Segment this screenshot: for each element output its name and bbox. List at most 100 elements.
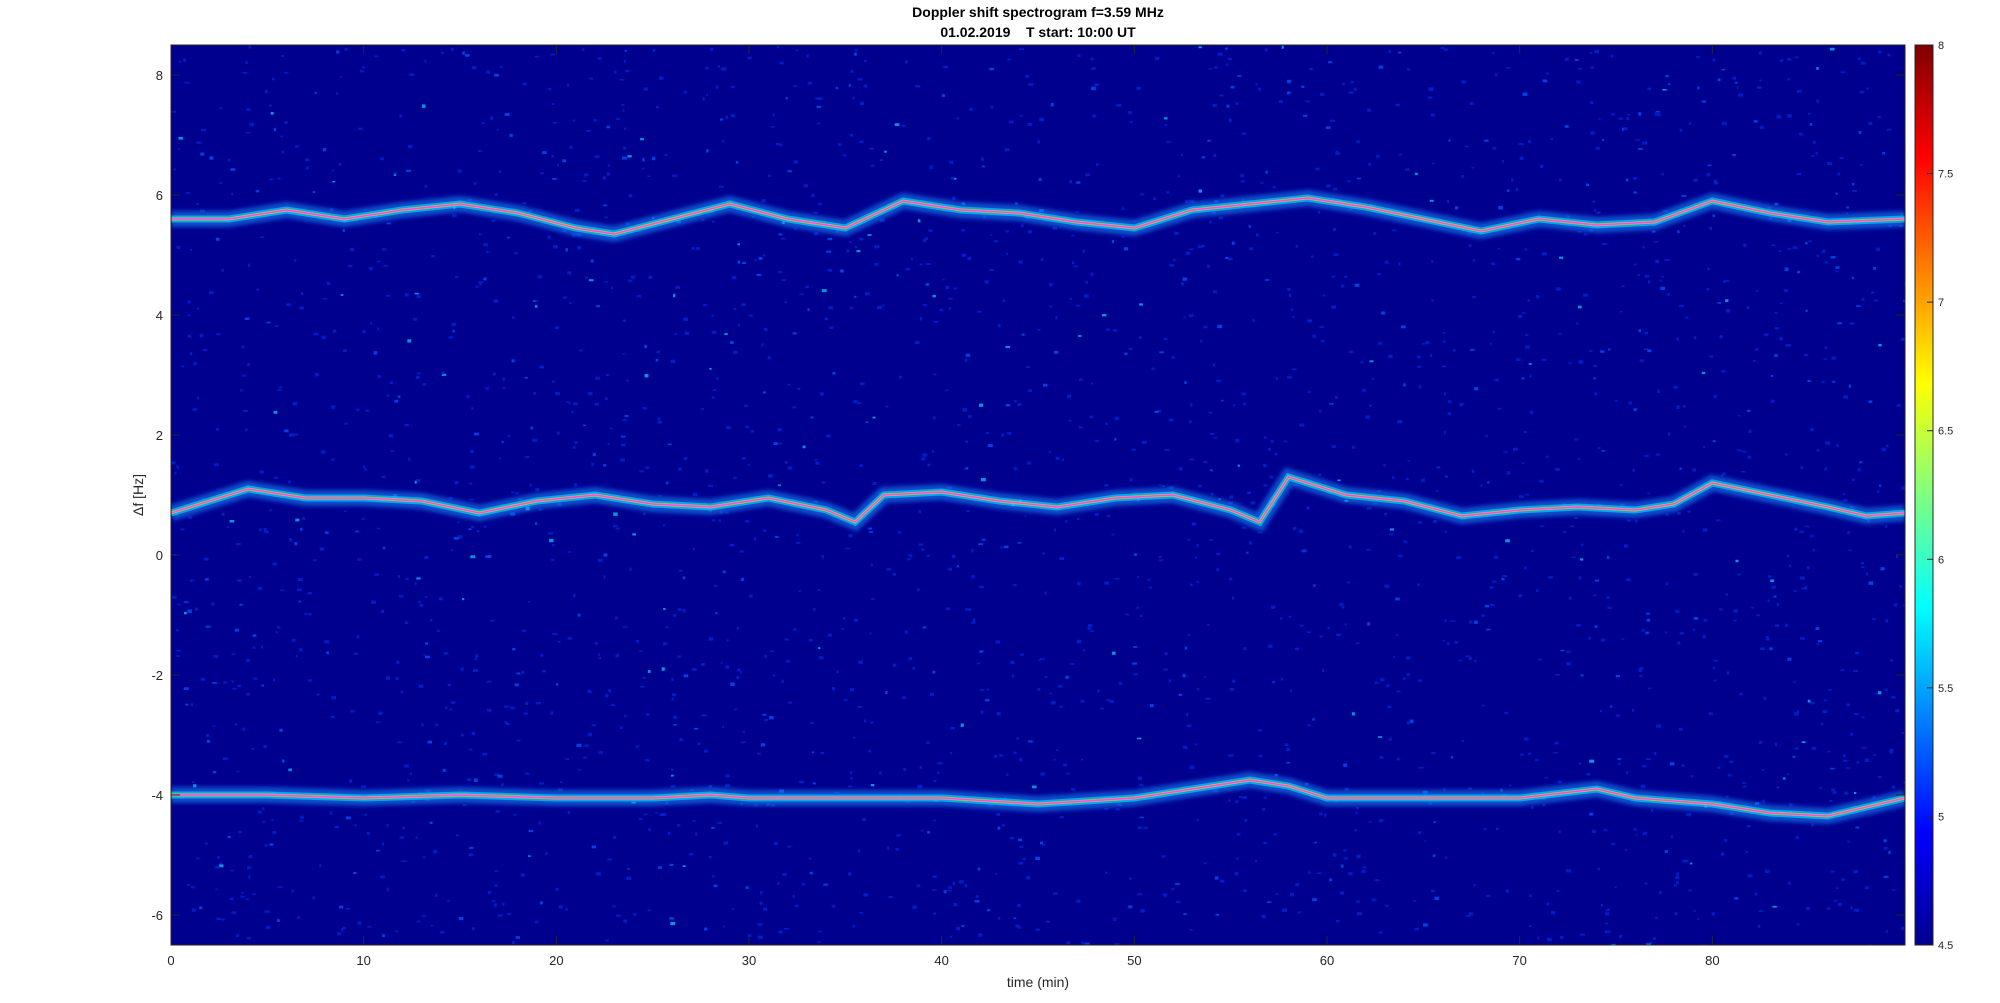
noise-speckle <box>1873 299 1878 302</box>
noise-speckle <box>1550 910 1556 915</box>
noise-speckle <box>802 445 806 449</box>
noise-speckle <box>1017 403 1021 406</box>
noise-speckle <box>1403 540 1408 543</box>
noise-speckle <box>598 751 604 754</box>
noise-speckle <box>735 161 739 164</box>
noise-speckle <box>424 555 429 560</box>
noise-speckle <box>1878 50 1882 54</box>
noise-speckle <box>630 275 636 279</box>
noise-speckle <box>1901 926 1905 930</box>
noise-speckle <box>1826 907 1831 910</box>
noise-speckle <box>395 677 399 681</box>
noise-speckle <box>1786 554 1789 558</box>
noise-speckle <box>778 930 783 934</box>
noise-speckle <box>787 845 792 848</box>
noise-speckle <box>374 573 379 576</box>
noise-speckle <box>1168 679 1171 683</box>
noise-speckle <box>447 683 452 687</box>
noise-speckle <box>1305 100 1310 103</box>
noise-speckle <box>1576 80 1581 84</box>
noise-speckle <box>605 374 609 377</box>
noise-speckle <box>1686 812 1692 817</box>
noise-speckle <box>615 527 620 530</box>
noise-speckle <box>1528 752 1532 755</box>
noise-speckle <box>847 872 852 876</box>
noise-speckle <box>683 674 689 678</box>
noise-speckle <box>1693 910 1696 912</box>
noise-speckle <box>1413 900 1416 903</box>
noise-speckle <box>742 261 746 265</box>
noise-speckle <box>642 167 645 170</box>
noise-speckle <box>269 508 272 512</box>
noise-speckle <box>1279 617 1283 620</box>
noise-speckle <box>342 926 346 930</box>
noise-speckle <box>1298 529 1304 533</box>
noise-speckle <box>453 536 459 540</box>
noise-speckle <box>1308 391 1311 394</box>
noise-speckle <box>416 295 422 298</box>
noise-speckle <box>868 531 873 533</box>
noise-speckle <box>781 679 784 683</box>
noise-speckle <box>1512 447 1518 451</box>
noise-speckle <box>872 482 877 485</box>
noise-speckle <box>943 890 947 894</box>
noise-speckle <box>665 626 669 629</box>
noise-speckle <box>1433 520 1437 523</box>
noise-speckle <box>399 114 403 118</box>
noise-speckle <box>839 269 844 273</box>
noise-speckle <box>859 101 865 106</box>
noise-speckle <box>271 819 274 821</box>
noise-speckle <box>1528 139 1531 144</box>
noise-speckle <box>209 156 214 160</box>
noise-speckle <box>1756 614 1761 617</box>
noise-speckle <box>1770 375 1774 377</box>
noise-speckle <box>1028 83 1034 86</box>
noise-speckle <box>1464 145 1469 148</box>
noise-speckle <box>171 110 177 113</box>
noise-speckle <box>264 89 268 94</box>
noise-speckle <box>745 425 750 428</box>
noise-speckle <box>1558 829 1561 834</box>
noise-speckle <box>1377 736 1383 738</box>
noise-speckle <box>469 465 475 469</box>
noise-speckle <box>1038 659 1041 662</box>
noise-speckle <box>1013 583 1017 587</box>
noise-speckle <box>551 380 555 383</box>
noise-speckle <box>1203 676 1207 678</box>
noise-speckle <box>859 912 864 914</box>
noise-speckle <box>1518 595 1521 598</box>
noise-speckle <box>193 784 197 788</box>
noise-speckle <box>1807 380 1811 382</box>
noise-speckle <box>355 530 359 533</box>
noise-speckle <box>196 396 200 400</box>
noise-speckle <box>918 510 922 514</box>
noise-speckle <box>1556 287 1561 291</box>
noise-speckle <box>1090 57 1094 61</box>
noise-speckle <box>984 280 989 284</box>
noise-speckle <box>1490 603 1495 607</box>
noise-speckle <box>429 619 433 622</box>
noise-speckle <box>1507 189 1510 192</box>
noise-speckle <box>1566 650 1571 653</box>
noise-speckle <box>472 668 478 673</box>
noise-speckle <box>1868 581 1874 585</box>
noise-speckle <box>646 713 650 716</box>
noise-speckle <box>257 586 263 591</box>
noise-speckle <box>367 925 372 928</box>
noise-speckle <box>1078 426 1083 429</box>
noise-speckle <box>1758 924 1761 928</box>
noise-speckle <box>1646 612 1651 615</box>
noise-speckle <box>499 65 503 68</box>
noise-speckle <box>652 48 656 53</box>
noise-speckle <box>1062 763 1068 767</box>
noise-speckle <box>1137 893 1143 896</box>
noise-speckle <box>1759 647 1765 651</box>
noise-speckle <box>478 149 482 153</box>
noise-speckle <box>1471 166 1475 169</box>
noise-speckle <box>1746 306 1750 310</box>
noise-speckle <box>1292 316 1295 318</box>
noise-speckle <box>1794 712 1799 716</box>
noise-speckle <box>1295 244 1298 248</box>
noise-speckle <box>242 374 246 377</box>
noise-speckle <box>639 685 645 688</box>
